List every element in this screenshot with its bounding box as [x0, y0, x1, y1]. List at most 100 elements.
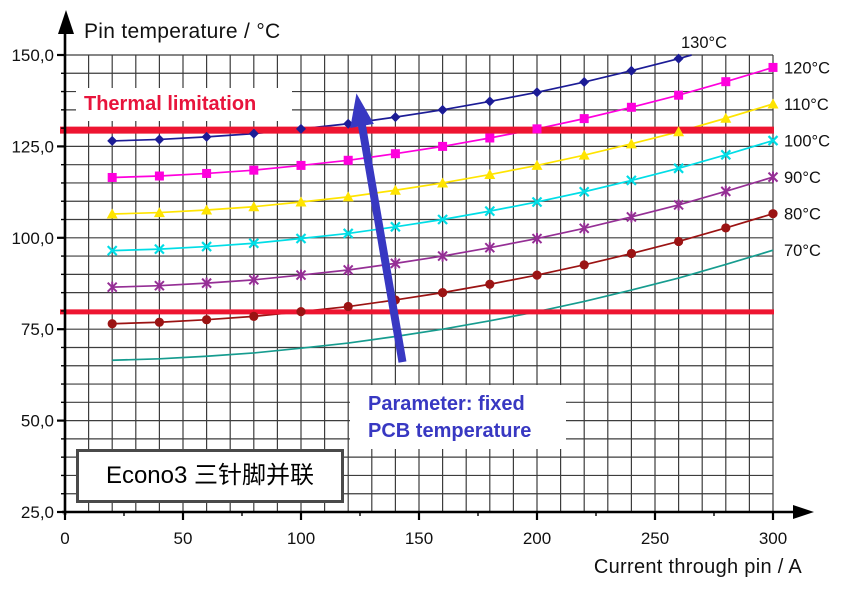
thermal-limitation-label: Thermal limitation: [76, 88, 292, 121]
marker-triangle: [201, 204, 213, 215]
marker-x: [578, 186, 590, 198]
marker-diamond: [201, 131, 212, 142]
marker-diamond: [626, 65, 637, 76]
marker-x: [248, 238, 260, 249]
parameter-annotation-line1: Parameter: fixed: [368, 393, 525, 415]
marker-square: [390, 149, 400, 159]
parameter-annotation: Parameter: fixed PCB temperature: [350, 385, 566, 449]
x-tick-label: 150: [405, 529, 433, 548]
marker-circle: [485, 279, 495, 289]
marker-circle: [296, 307, 306, 317]
marker-x: [626, 175, 637, 186]
marker-triangle: [342, 191, 354, 202]
marker-x: [201, 241, 212, 252]
marker-triangle: [673, 126, 685, 137]
marker-x: [342, 228, 354, 239]
marker-x: [154, 243, 165, 255]
marker-square: [626, 102, 636, 112]
y-tick-label: 75,0: [21, 320, 54, 339]
marker-diamond: [579, 77, 590, 88]
marker-circle: [438, 288, 448, 298]
marker-circle: [343, 301, 353, 312]
marker-x: [484, 205, 496, 217]
marker-diamond: [437, 104, 448, 115]
marker-triangle: [106, 208, 118, 219]
marker-triangle: [625, 138, 637, 149]
marker-circle: [202, 315, 212, 325]
marker-circle: [532, 270, 542, 280]
marker-square: [768, 62, 778, 72]
marker-circle: [674, 236, 684, 247]
y-axis-arrow-icon: [58, 10, 74, 34]
series-label-100c: 100°C: [784, 133, 830, 151]
marker-triangle: [767, 98, 779, 109]
marker-square: [249, 165, 259, 175]
x-tick-label: 250: [641, 529, 669, 548]
y-tick-label: 100,0: [11, 229, 54, 248]
marker-diamond: [484, 96, 495, 107]
marker-square: [107, 172, 117, 182]
marker-x: [106, 245, 118, 256]
marker-triangle: [153, 207, 165, 218]
series-line-70c: [112, 249, 774, 362]
x-tick-label: 100: [287, 529, 315, 548]
marker-square: [579, 114, 589, 124]
device-label-box: Econo3 三针脚并联: [76, 449, 344, 503]
marker-diamond: [532, 87, 542, 98]
parameter-arrow-head: [350, 93, 374, 128]
marker-square: [485, 133, 495, 143]
marker-circle: [579, 260, 589, 270]
y-tick-label: 25,0: [21, 503, 54, 522]
series-label-70c: 70°C: [784, 242, 821, 260]
series-label-120c: 120°C: [784, 59, 830, 77]
series-label-90c: 90°C: [784, 169, 821, 187]
marker-circle: [721, 223, 731, 233]
series-label-110c: 110°C: [784, 96, 829, 114]
marker-triangle: [578, 149, 590, 160]
marker-square: [296, 160, 306, 170]
chart-title: Pin temperature / °C: [84, 20, 281, 43]
y-tick-label: 50,0: [21, 412, 54, 431]
marker-square: [438, 141, 448, 151]
marker-x: [295, 233, 307, 244]
marker-diamond: [107, 135, 118, 146]
marker-diamond: [673, 53, 684, 64]
parameter-arrow-shaft: [356, 118, 407, 363]
marker-triangle: [295, 196, 307, 207]
marker-triangle: [531, 159, 543, 170]
x-axis-title: Current through pin / A: [593, 556, 802, 578]
x-tick-label: 200: [523, 529, 551, 548]
marker-square: [674, 90, 684, 100]
marker-x: [390, 221, 401, 233]
x-tick-label: 50: [174, 529, 193, 548]
marker-triangle: [484, 169, 496, 180]
marker-triangle: [720, 112, 732, 123]
marker-x: [437, 214, 448, 225]
marker-x: [673, 163, 684, 174]
marker-square: [343, 155, 353, 165]
marker-square: [154, 171, 164, 181]
marker-triangle: [389, 184, 401, 195]
marker-x: [767, 135, 779, 146]
marker-diamond: [390, 112, 401, 123]
marker-x: [720, 149, 732, 161]
marker-diamond: [248, 128, 259, 139]
marker-square: [721, 77, 731, 87]
series-label-130c: 130°C: [681, 34, 727, 52]
series-line-130c: [112, 54, 692, 142]
series-label-80c: 80°C: [784, 206, 821, 224]
marker-circle: [154, 317, 164, 327]
marker-triangle: [248, 201, 260, 212]
marker-diamond: [154, 134, 165, 145]
marker-circle: [249, 311, 259, 322]
x-tick-label: 300: [759, 529, 787, 548]
x-axis-arrow-icon: [793, 505, 814, 519]
y-tick-label: 150,0: [11, 46, 54, 65]
y-tick-label: 125,0: [11, 137, 54, 156]
parameter-annotation-line2: PCB temperature: [368, 420, 532, 442]
marker-diamond: [296, 123, 306, 134]
marker-triangle: [437, 177, 449, 188]
marker-circle: [626, 248, 637, 259]
